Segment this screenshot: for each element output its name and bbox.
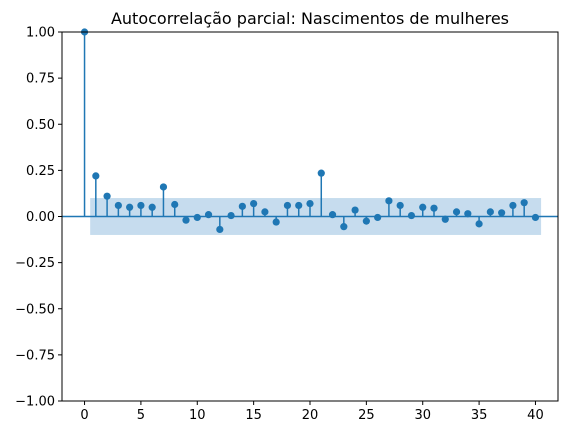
stem-marker (328, 211, 337, 219)
stem-marker (419, 203, 427, 211)
x-tick-label: 40 (527, 408, 544, 423)
stem-marker (351, 206, 359, 214)
stem-marker (148, 203, 156, 211)
stem-marker (430, 204, 438, 212)
y-tick-label: 0.25 (26, 164, 55, 179)
x-tick-label: 30 (414, 408, 431, 423)
stem-marker (531, 213, 540, 222)
stem-marker (509, 201, 517, 210)
stem-marker (126, 203, 134, 211)
stem-marker (374, 213, 382, 222)
stem-marker (92, 172, 100, 180)
stem-marker (159, 183, 168, 191)
stem-marker (171, 200, 179, 209)
stem-marker (227, 211, 235, 220)
stem-marker (103, 192, 111, 200)
y-tick-label: −0.50 (15, 302, 55, 317)
stem-marker (114, 201, 122, 210)
stem-marker (295, 201, 303, 210)
stem-marker (441, 215, 449, 223)
stem-marker (283, 201, 292, 210)
stem-marker (340, 223, 348, 231)
stem-marker (385, 197, 393, 205)
stem-marker (193, 213, 201, 222)
stem-marker (250, 199, 258, 208)
x-tick-label: 15 (245, 408, 262, 423)
stem-marker (498, 209, 506, 217)
x-tick-label: 25 (358, 408, 375, 423)
stem-marker (362, 217, 370, 225)
plot-area: 0 5 10 15 20 25 30 35 40 1.00 0.75 0.50 0.25 0.00 −0.2… (15, 26, 559, 423)
x-tick-label: 20 (302, 408, 319, 423)
chart-title: Autocorrelação parcial: Nascimentos de m… (111, 9, 509, 28)
y-tick-label: 1.00 (26, 26, 55, 41)
y-tick-label: −0.75 (15, 348, 55, 363)
stem-marker (306, 199, 314, 208)
stem-marker (464, 210, 472, 218)
stem-marker (261, 208, 269, 216)
stem-marker (407, 211, 416, 220)
y-tick-label: −0.25 (15, 256, 55, 271)
stem-marker (216, 225, 224, 234)
y-tick-label: −1.00 (15, 395, 55, 410)
x-tick-label: 5 (137, 408, 145, 423)
x-tick-label: 0 (80, 408, 88, 423)
stem-marker (317, 169, 325, 177)
stem-marker (520, 199, 528, 207)
y-tick-label: 0.75 (26, 72, 55, 87)
stem-marker (486, 208, 494, 216)
stem-marker (238, 202, 246, 210)
x-tick-label: 35 (471, 408, 488, 423)
stem-marker (396, 201, 404, 210)
stem-marker (137, 201, 145, 210)
y-tick-label: 0.50 (26, 118, 55, 133)
stem-marker (204, 211, 213, 219)
stem-marker (475, 220, 483, 228)
stem-marker (452, 208, 461, 216)
x-tick-label: 10 (189, 408, 206, 423)
stem-marker (272, 218, 280, 226)
y-tick-label: 0.00 (26, 210, 55, 225)
stem-marker (182, 216, 190, 224)
